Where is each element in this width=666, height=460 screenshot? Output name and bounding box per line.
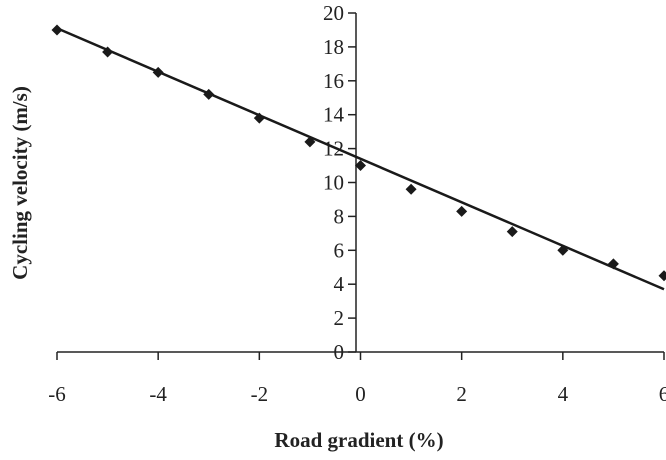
- data-point: [51, 24, 63, 36]
- y-tick-label: 12: [323, 137, 344, 161]
- data-point: [557, 244, 569, 256]
- data-point: [304, 136, 316, 148]
- y-tick-label: 20: [323, 1, 344, 25]
- data-point: [607, 258, 619, 270]
- x-tick-labels: -6 -4 -2 0 2 4 6: [48, 382, 666, 406]
- trendline: [56, 27, 665, 291]
- y-tick-label: 10: [323, 171, 344, 195]
- y-tick-label: 18: [323, 35, 344, 59]
- data-point: [658, 270, 666, 282]
- y-axis-title: Cycling velocity (m/s): [8, 86, 32, 280]
- x-tick-label: 4: [558, 382, 569, 406]
- y-tick-label: 2: [334, 306, 345, 330]
- y-tick-label: 6: [334, 238, 345, 262]
- data-point: [102, 46, 114, 58]
- y-tick-label: 0: [334, 340, 345, 364]
- data-point: [355, 160, 366, 172]
- x-tick-label: 2: [456, 382, 467, 406]
- x-axis-title: Road gradient (%): [274, 428, 443, 452]
- y-ticks: [348, 12, 356, 353]
- y-tick-labels: 0 2 4 6 8 10 12 14 16 18 20: [323, 1, 345, 364]
- x-ticks: [56, 352, 665, 360]
- y-tick-label: 14: [323, 103, 345, 127]
- x-tick-label: -2: [251, 382, 269, 406]
- y-tick-label: 8: [334, 204, 345, 228]
- data-point: [152, 66, 164, 78]
- data-point: [405, 183, 417, 195]
- data-point: [506, 226, 518, 238]
- data-points: [51, 24, 666, 282]
- x-tick-label: -6: [48, 382, 66, 406]
- x-tick-label: -4: [149, 382, 167, 406]
- x-tick-label: 6: [659, 382, 666, 406]
- data-point: [253, 112, 265, 124]
- data-point: [203, 88, 215, 100]
- data-point: [456, 205, 468, 217]
- y-tick-label: 4: [334, 272, 345, 296]
- x-tick-label: 0: [355, 382, 366, 406]
- y-tick-label: 16: [323, 69, 344, 93]
